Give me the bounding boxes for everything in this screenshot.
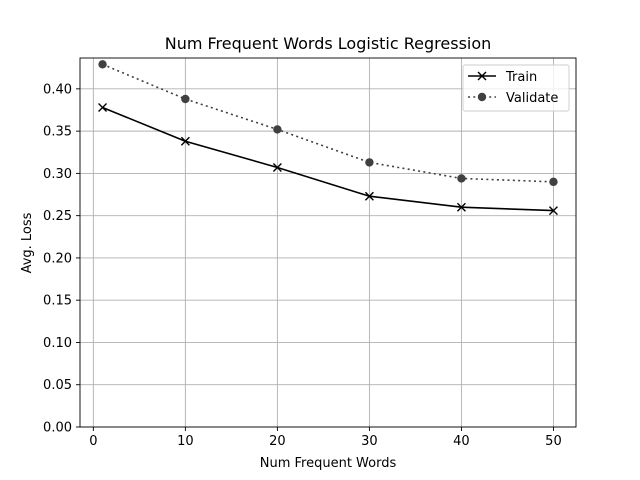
- y-tick-label: 0.35: [43, 125, 72, 140]
- data-point-series-1: [98, 60, 107, 69]
- axes-frame: [79, 57, 577, 428]
- x-tick-label: 40: [453, 434, 470, 449]
- y-tick-label: 0.10: [43, 336, 72, 351]
- legend-marker: [477, 71, 487, 81]
- legend-label: Train: [505, 70, 537, 85]
- data-point-series-0: [456, 202, 466, 212]
- y-tick-label: 0.25: [43, 209, 72, 224]
- y-tick-label: 0.00: [43, 421, 72, 436]
- legend-marker-stroke: [477, 71, 487, 81]
- data-point-series-0-stroke: [180, 136, 190, 146]
- y-tick-label: 0.05: [43, 378, 72, 393]
- x-axis-label: Num Frequent Words: [260, 456, 397, 471]
- data-point-series-0-stroke: [548, 206, 558, 216]
- x-tick-label: 50: [545, 434, 562, 449]
- data-point-series-1: [365, 158, 374, 167]
- x-tick-label: 30: [361, 434, 378, 449]
- y-axis-label: Avg. Loss: [20, 212, 35, 273]
- data-point-series-1: [273, 125, 282, 134]
- data-point-series-1: [181, 94, 190, 104]
- legend: Train Validate: [462, 64, 570, 112]
- y-tick-label: 0.20: [43, 251, 72, 266]
- plot-area: 0 10 20 30 40 50 0.00 0.05 0.10 0.15 0.20 0.25 0.30 0…: [43, 57, 577, 449]
- data-point-series-0: [364, 191, 374, 201]
- data-point-series-0: [272, 162, 282, 172]
- x-tick-label: 10: [177, 434, 194, 449]
- series-line-1: [102, 63, 554, 183]
- data-point-series-1: [549, 177, 558, 187]
- y-tick-label: 0.15: [43, 294, 72, 309]
- series-line-0: [102, 106, 554, 212]
- y-tick-label: 0.40: [43, 82, 72, 97]
- legend-label: Validate: [506, 91, 558, 106]
- y-tick-label: 0.30: [43, 167, 72, 182]
- data-point-series-0: [180, 136, 190, 146]
- legend-marker: [477, 92, 487, 102]
- x-tick-label: 0: [89, 434, 97, 449]
- data-point-series-0-stroke: [98, 102, 108, 112]
- chart-title: Num Frequent Words Logistic Regression: [165, 34, 492, 53]
- data-point-series-1: [457, 174, 466, 183]
- data-point-series-0-stroke: [272, 162, 282, 172]
- data-point-series-0: [98, 102, 108, 112]
- data-point-series-0: [548, 206, 558, 216]
- x-tick-label: 20: [269, 434, 286, 449]
- data-point-series-0-stroke: [364, 191, 374, 201]
- data-point-series-0-stroke: [456, 202, 466, 212]
